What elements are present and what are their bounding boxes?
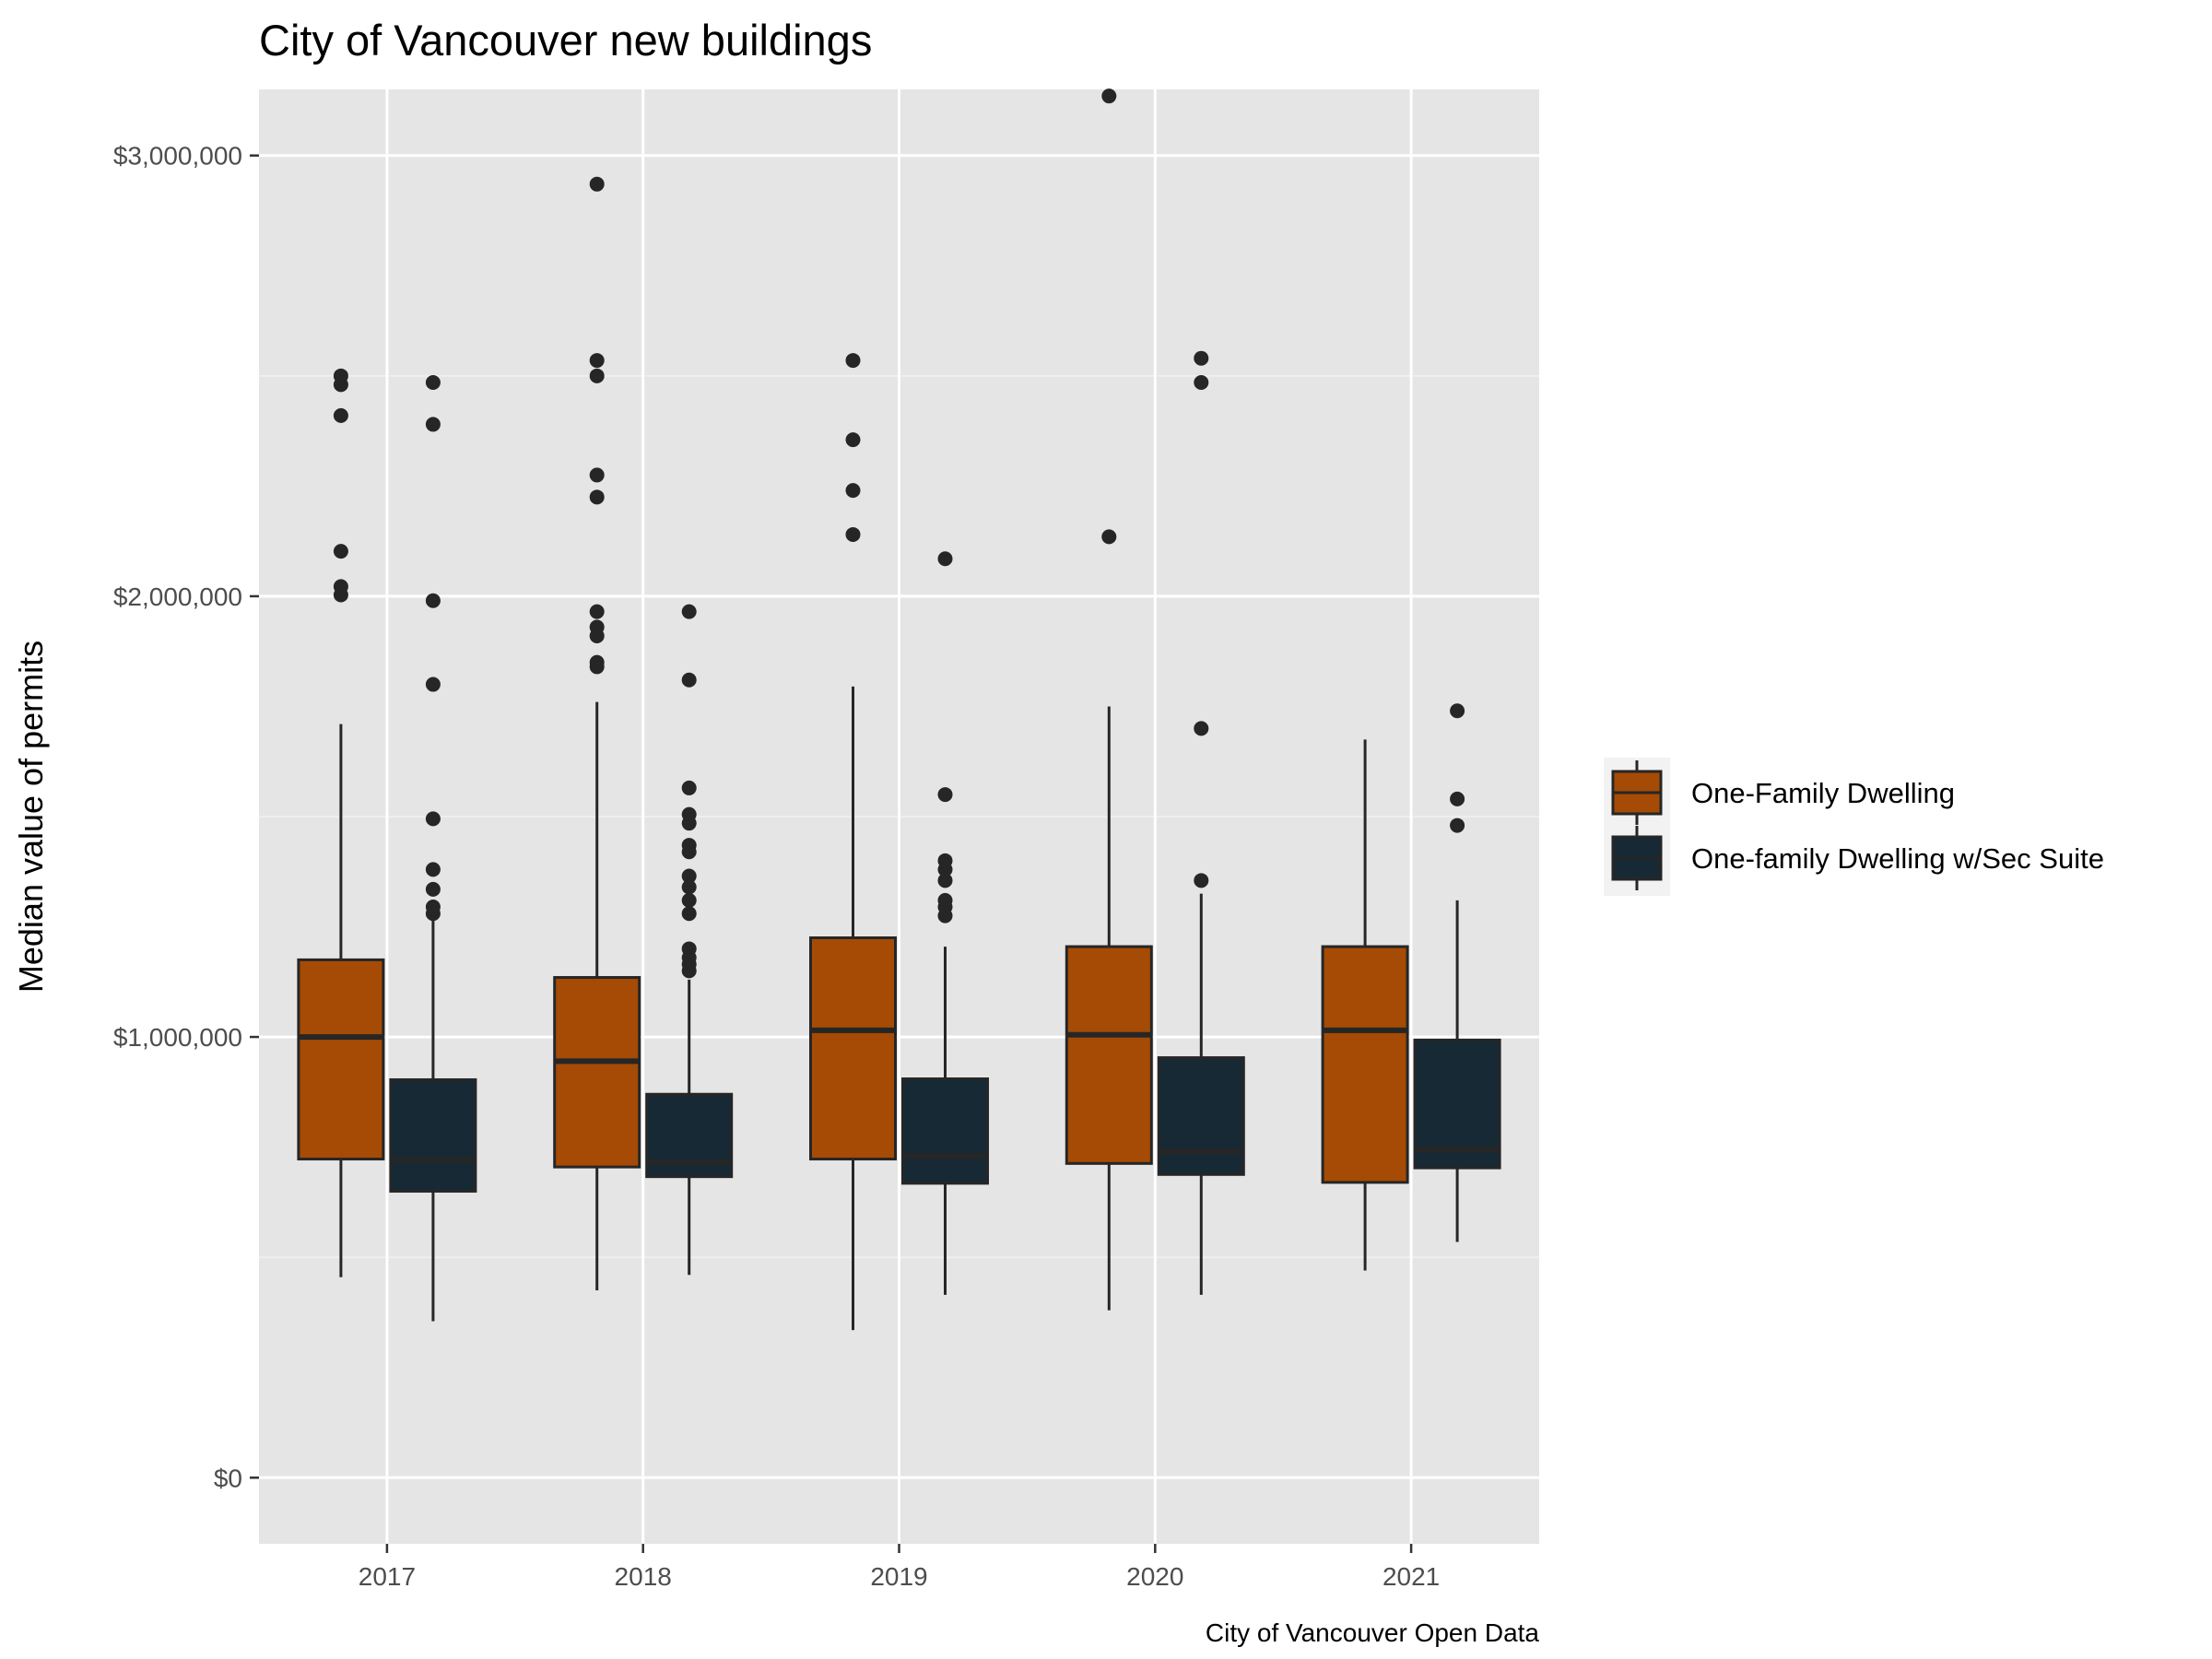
outlier-point: [1450, 791, 1465, 806]
outlier-point: [937, 787, 953, 803]
outlier-point: [1450, 703, 1465, 719]
outlier-point: [589, 604, 605, 619]
outlier-point: [425, 900, 441, 915]
outlier-point: [1194, 350, 1209, 366]
grid-lines: [259, 89, 1539, 1544]
box-group: [645, 604, 734, 1276]
outlier-point: [425, 862, 441, 877]
y-axis-title: Median value of permits: [12, 641, 50, 993]
box-group: [553, 176, 641, 1291]
outlier-point: [333, 579, 348, 594]
outlier-point: [937, 853, 953, 868]
outlier-point: [589, 489, 605, 505]
y-tick-label: $2,000,000: [113, 582, 242, 611]
iqr-box: [1413, 1038, 1501, 1170]
outlier-point: [937, 892, 953, 908]
outlier-point: [681, 868, 697, 884]
outlier-point: [937, 873, 953, 888]
outlier-point: [589, 654, 605, 670]
chart-title: City of Vancouver new buildings: [259, 16, 872, 65]
outlier-point: [333, 407, 348, 423]
iqr-box: [553, 976, 641, 1169]
boxplot-marks: [297, 88, 1501, 1331]
outlier-point: [589, 368, 605, 383]
box-group: [1321, 739, 1409, 1271]
x-tick-label: 2020: [1126, 1562, 1183, 1591]
box-group: [389, 374, 477, 1322]
outlier-point: [681, 892, 697, 908]
outlier-point: [845, 483, 861, 499]
legend-label: One-family Dwelling w/Sec Suite: [1691, 842, 2104, 875]
box-group: [1157, 350, 1245, 1295]
y-tick-label: $0: [214, 1464, 242, 1492]
outlier-point: [1194, 873, 1209, 888]
box-group: [901, 551, 989, 1295]
legend-key: [1611, 826, 1663, 890]
chart-caption: City of Vancouver Open Data: [1206, 1618, 1540, 1647]
x-tick-label: 2019: [870, 1562, 927, 1591]
outlier-point: [425, 677, 441, 692]
outlier-point: [425, 881, 441, 897]
outlier-point: [1194, 721, 1209, 736]
y-tick-label: $3,000,000: [113, 142, 242, 171]
outlier-point: [681, 604, 697, 619]
legend-label: One-Family Dwelling: [1691, 777, 1955, 809]
outlier-point: [589, 467, 605, 483]
outlier-point: [845, 432, 861, 448]
outlier-point: [1450, 818, 1465, 833]
outlier-point: [845, 353, 861, 369]
outlier-point: [681, 879, 697, 895]
box-group: [297, 368, 385, 1277]
iqr-box: [901, 1077, 989, 1185]
outlier-point: [425, 374, 441, 390]
iqr-box: [389, 1077, 477, 1193]
outlier-point: [681, 806, 697, 822]
outlier-point: [681, 838, 697, 853]
axes: $0 $1,000,000 $2,000,000 $3,000,000 2017 2018…: [113, 142, 1440, 1591]
outlier-point: [589, 353, 605, 369]
y-tick-label: $1,000,000: [113, 1023, 242, 1052]
outlier-point: [589, 619, 605, 635]
legend-key: [1611, 760, 1663, 825]
outlier-point: [1194, 374, 1209, 390]
iqr-box: [1157, 1056, 1245, 1176]
outlier-point: [937, 551, 953, 567]
outlier-point: [681, 906, 697, 922]
outlier-point: [681, 780, 697, 795]
box-group: [1065, 88, 1153, 1311]
outlier-point: [1101, 88, 1117, 104]
outlier-point: [1101, 529, 1117, 545]
iqr-box: [1065, 945, 1153, 1165]
outlier-point: [589, 176, 605, 192]
box-group: [1413, 703, 1501, 1242]
x-tick-label: 2018: [615, 1562, 672, 1591]
outlier-point: [425, 811, 441, 827]
iqr-box: [1321, 945, 1409, 1184]
legend: One-Family Dwelling One-family Dwelling w…: [1604, 758, 2104, 896]
outlier-point: [333, 368, 348, 383]
iqr-box: [809, 936, 897, 1161]
outlier-point: [681, 672, 697, 688]
outlier-point: [425, 593, 441, 608]
iqr-box: [297, 958, 385, 1161]
box-group: [809, 353, 897, 1331]
outlier-point: [425, 417, 441, 432]
outlier-point: [681, 941, 697, 957]
outlier-point: [845, 526, 861, 542]
x-tick-label: 2021: [1382, 1562, 1440, 1591]
x-tick-label: 2017: [359, 1562, 416, 1591]
outlier-point: [333, 544, 348, 559]
